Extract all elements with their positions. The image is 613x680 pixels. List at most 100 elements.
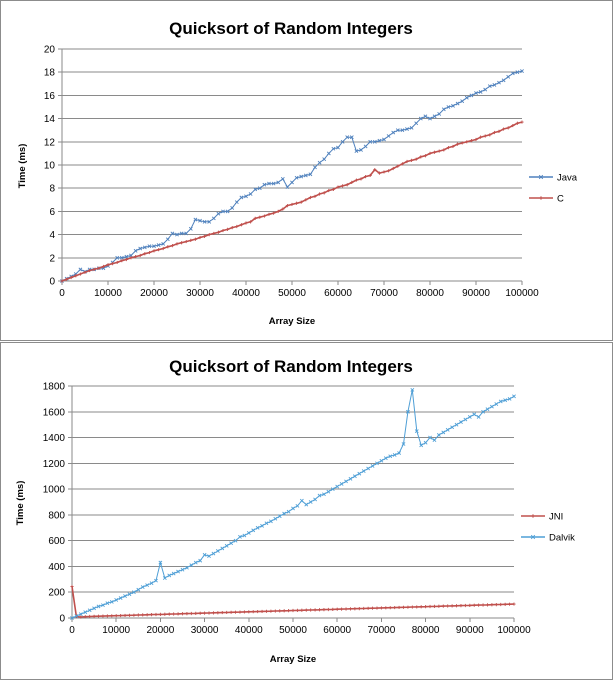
y-tick-label: 1000 bbox=[43, 485, 66, 496]
data-point-java bbox=[483, 87, 488, 92]
data-point-jni bbox=[507, 602, 512, 606]
data-point-java bbox=[253, 187, 258, 192]
x-tick-label: 40000 bbox=[232, 288, 260, 299]
data-point-jni bbox=[490, 603, 494, 607]
y-axis-label: Time (ms) bbox=[17, 144, 28, 189]
data-point-java bbox=[198, 218, 202, 223]
data-point-java bbox=[175, 232, 179, 237]
data-point-java bbox=[290, 180, 294, 185]
data-point-dalvik bbox=[308, 500, 313, 504]
data-point-jni bbox=[247, 610, 251, 614]
data-point-java bbox=[78, 267, 83, 272]
data-point-c bbox=[515, 121, 519, 125]
data-point-c bbox=[506, 126, 510, 130]
data-point-java bbox=[363, 144, 368, 149]
x-tick-label: 20000 bbox=[146, 625, 174, 636]
data-point-dalvik bbox=[92, 606, 97, 611]
data-point-dalvik bbox=[428, 435, 432, 440]
data-point-dalvik bbox=[255, 525, 260, 530]
data-point-jni bbox=[149, 613, 154, 617]
data-point-java bbox=[303, 173, 308, 178]
data-point-jni bbox=[256, 609, 260, 614]
data-point-c bbox=[414, 157, 418, 161]
y-tick-label: 1200 bbox=[43, 459, 66, 470]
data-point-c bbox=[249, 220, 253, 224]
data-point-java bbox=[267, 181, 271, 186]
data-point-dalvik bbox=[459, 420, 463, 425]
data-point-dalvik bbox=[401, 442, 406, 446]
data-point-jni bbox=[388, 606, 392, 610]
data-point-jni bbox=[194, 611, 198, 615]
data-point-jni bbox=[485, 603, 490, 607]
data-point-java bbox=[497, 80, 501, 85]
data-point-java bbox=[336, 145, 340, 150]
data-point-jni bbox=[158, 612, 162, 616]
data-point-java bbox=[391, 130, 396, 135]
data-point-dalvik bbox=[295, 503, 300, 508]
data-point-jni bbox=[499, 602, 503, 607]
data-point-c bbox=[318, 192, 322, 196]
data-point-java bbox=[147, 244, 152, 249]
data-point-c bbox=[341, 184, 345, 188]
data-point-java bbox=[405, 127, 409, 131]
x-tick-label: 10000 bbox=[102, 625, 130, 636]
data-point-java bbox=[216, 211, 221, 216]
data-point-java bbox=[170, 231, 175, 236]
data-point-dalvik bbox=[397, 451, 401, 455]
data-point-dalvik bbox=[158, 560, 163, 565]
data-point-c bbox=[502, 127, 506, 131]
data-point-c bbox=[157, 248, 161, 252]
data-point-dalvik bbox=[176, 569, 180, 574]
x-axis-label: Array Size bbox=[269, 316, 315, 327]
y-tick-label: 400 bbox=[48, 562, 65, 573]
data-point-jni bbox=[260, 609, 264, 614]
data-point-c bbox=[433, 150, 437, 154]
data-point-jni bbox=[79, 615, 83, 619]
data-point-jni bbox=[167, 612, 171, 616]
data-point-dalvik bbox=[348, 476, 353, 481]
x-tick-label: 30000 bbox=[191, 625, 219, 636]
data-point-java bbox=[377, 138, 382, 143]
data-point-jni bbox=[340, 607, 344, 611]
data-point-dalvik bbox=[379, 458, 384, 463]
data-point-dalvik bbox=[78, 612, 83, 617]
data-point-dalvik bbox=[383, 456, 388, 461]
legend-marker-icon bbox=[539, 196, 543, 200]
data-point-jni bbox=[180, 612, 185, 616]
data-point-dalvik bbox=[472, 412, 477, 417]
data-point-dalvik bbox=[277, 514, 282, 519]
data-point-jni bbox=[304, 608, 308, 612]
data-point-java bbox=[418, 116, 423, 121]
data-point-c bbox=[60, 279, 64, 283]
data-point-c bbox=[479, 135, 483, 139]
data-point-jni bbox=[132, 613, 136, 617]
data-point-c bbox=[143, 252, 147, 256]
data-point-java bbox=[221, 209, 225, 214]
data-point-dalvik bbox=[494, 402, 499, 406]
data-point-c bbox=[308, 195, 312, 200]
data-point-dalvik bbox=[109, 599, 114, 604]
data-point-dalvik bbox=[370, 463, 375, 468]
data-point-java bbox=[326, 151, 331, 156]
legend-label: JNI bbox=[549, 512, 563, 523]
data-point-c bbox=[368, 173, 372, 178]
data-point-java bbox=[294, 175, 299, 180]
data-point-jni bbox=[353, 607, 357, 611]
data-point-c bbox=[377, 171, 381, 175]
data-point-jni bbox=[397, 605, 401, 610]
series-line-jni bbox=[71, 586, 515, 618]
y-tick-label: 10 bbox=[44, 161, 56, 172]
data-point-java bbox=[349, 135, 354, 140]
x-tick-label: 100000 bbox=[497, 625, 531, 636]
data-point-dalvik bbox=[260, 523, 264, 528]
data-point-dalvik bbox=[485, 407, 490, 412]
data-point-c bbox=[207, 233, 211, 237]
data-point-java bbox=[414, 121, 419, 126]
data-point-dalvik bbox=[463, 417, 468, 422]
data-point-dalvik bbox=[154, 578, 158, 583]
data-point-java bbox=[423, 114, 428, 119]
data-point-java bbox=[469, 93, 474, 98]
legend-marker-icon bbox=[530, 534, 536, 540]
data-point-java bbox=[474, 91, 478, 95]
data-point-jni bbox=[233, 610, 238, 614]
